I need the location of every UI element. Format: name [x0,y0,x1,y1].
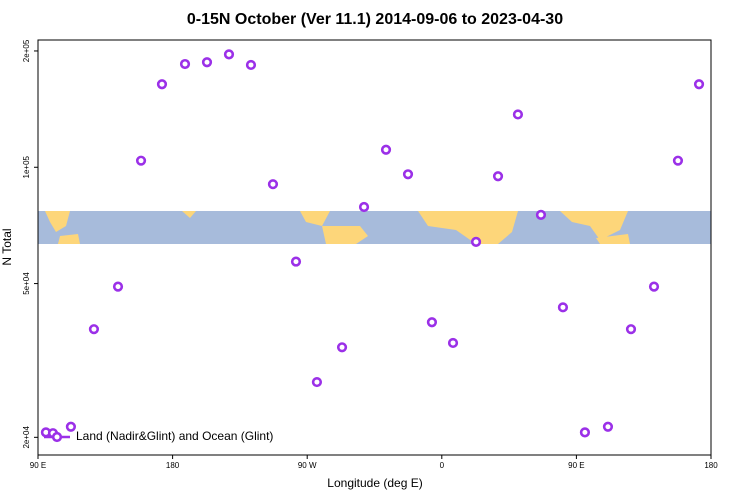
x-tick-label: 180 [166,461,180,470]
point [693,79,705,90]
point [311,376,323,388]
point [380,144,392,155]
point [579,427,591,438]
point [648,281,660,292]
x-tick-label: 0 [440,461,445,470]
point [245,59,257,71]
point [402,169,414,180]
legend-label: Land (Nadir&Glint) and Ocean (Glint) [76,429,273,443]
legend-marker [51,431,63,443]
point [358,201,370,213]
point [426,317,438,328]
point [156,79,168,90]
point [88,324,100,335]
point [625,324,637,335]
x-tick-label: 90 W [298,461,317,470]
x-tick-label: 90 E [30,461,46,470]
point [223,49,235,60]
point [447,337,459,349]
point [65,421,77,432]
y-axis-label: N Total [0,228,14,265]
x-axis-label: Longitude (deg E) [327,476,422,490]
point [290,256,302,267]
y-tick-label: 5e+04 [22,272,31,295]
point [179,58,191,70]
y-tick-label: 1e+05 [22,155,31,178]
point [267,179,279,190]
point [470,236,482,247]
point [492,171,504,182]
point [512,109,524,120]
x-tick-label: 90 E [568,461,584,470]
point [602,421,614,432]
point [135,155,147,166]
point [557,302,569,313]
y-tick-label: 2e+04 [22,426,31,449]
x-tick-label: 180 [704,461,718,470]
plot-frame [37,39,712,456]
point [201,57,213,68]
y-tick-label: 2e+05 [22,39,31,62]
chart-title: 0-15N October (Ver 11.1) 2014-09-06 to 2… [187,11,563,28]
point [672,155,684,166]
point [535,209,547,220]
map-strip [38,211,711,244]
point [336,342,348,353]
point [112,281,124,292]
